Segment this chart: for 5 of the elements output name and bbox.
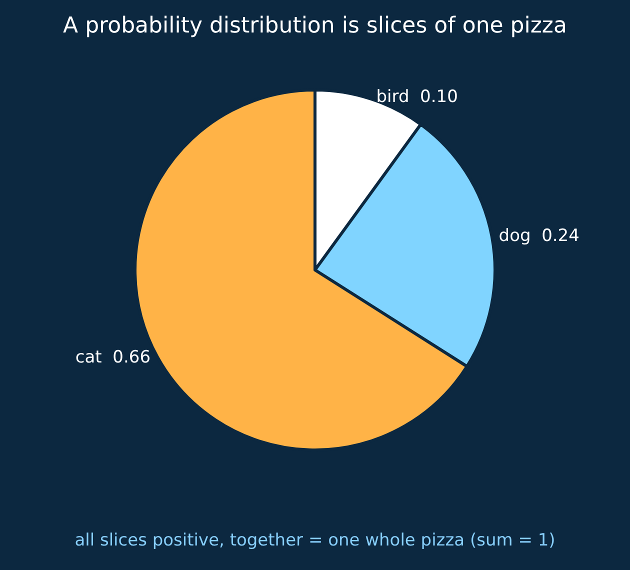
- chart-title: A probability distribution is slices of one pizza: [63, 14, 567, 38]
- slice-label: dog 0.24: [498, 226, 580, 246]
- text: all slices positive, together = one whole pizza (sum = 1): [74, 530, 556, 550]
- slice-label: cat 0.66: [75, 348, 151, 368]
- slice-label: bird 0.10: [376, 86, 458, 107]
